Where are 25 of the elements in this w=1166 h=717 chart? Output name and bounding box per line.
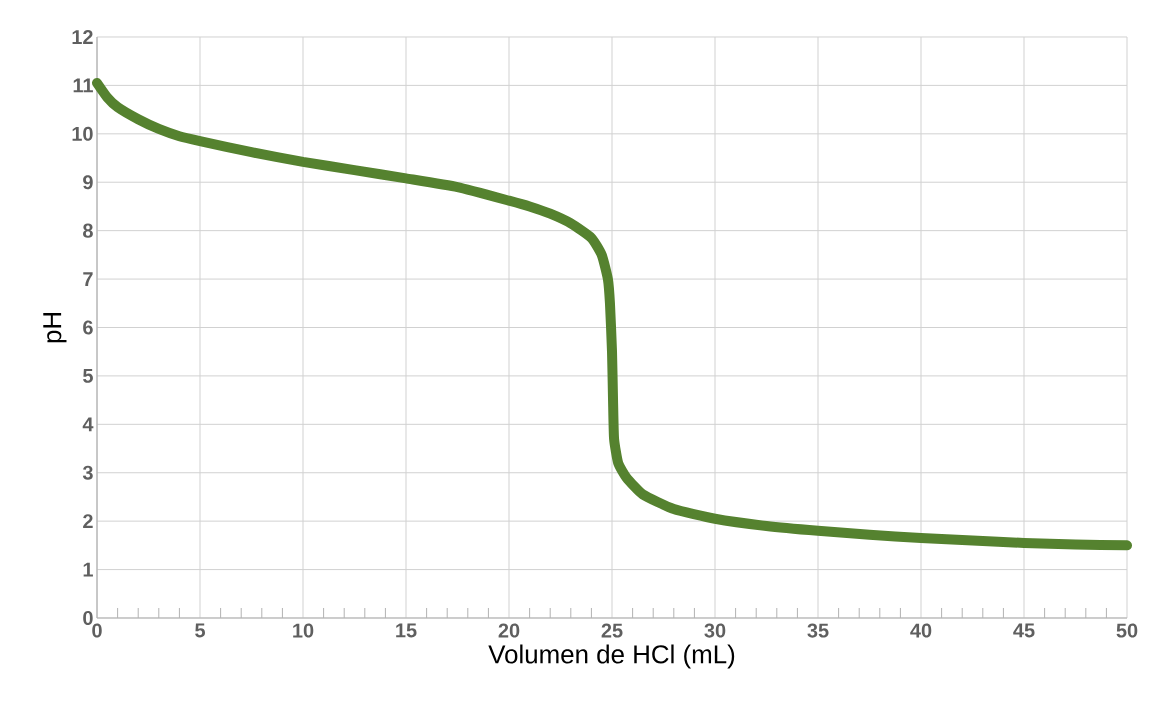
y-tick-label: 7 [83,272,93,286]
y-axis-title: pH [43,313,67,343]
y-tick-label: 0 [83,610,93,626]
x-tick-label: 10 [293,623,314,638]
y-tick-label: 5 [83,368,93,383]
y-tick-label: 3 [82,465,93,480]
y-tick-label: 2 [83,514,93,529]
y-tick-label: 9 [83,175,93,190]
y-tick-label: 1 [83,562,93,577]
x-tick-label: 20 [498,623,520,638]
x-tick-label: 25 [601,623,623,638]
x-tick-label: 50 [1116,623,1138,638]
x-tick-label: 15 [396,623,417,638]
y-tick-label: 8 [83,223,93,238]
y-tick-label: 6 [83,320,93,335]
y-tick-label: 12 [72,30,93,44]
x-tick-label: 30 [704,623,726,638]
x-axis-title: Volumen de HCl (mL) [488,644,735,669]
y-tick-label: 10 [72,126,93,141]
y-tick-label: 4 [82,417,94,432]
x-tick-label: 45 [1013,623,1035,638]
x-tick-label: 40 [910,623,932,638]
x-tick-label: 5 [195,623,205,638]
x-tick-label: 35 [807,623,829,638]
y-tick-label: 11 [73,78,93,93]
